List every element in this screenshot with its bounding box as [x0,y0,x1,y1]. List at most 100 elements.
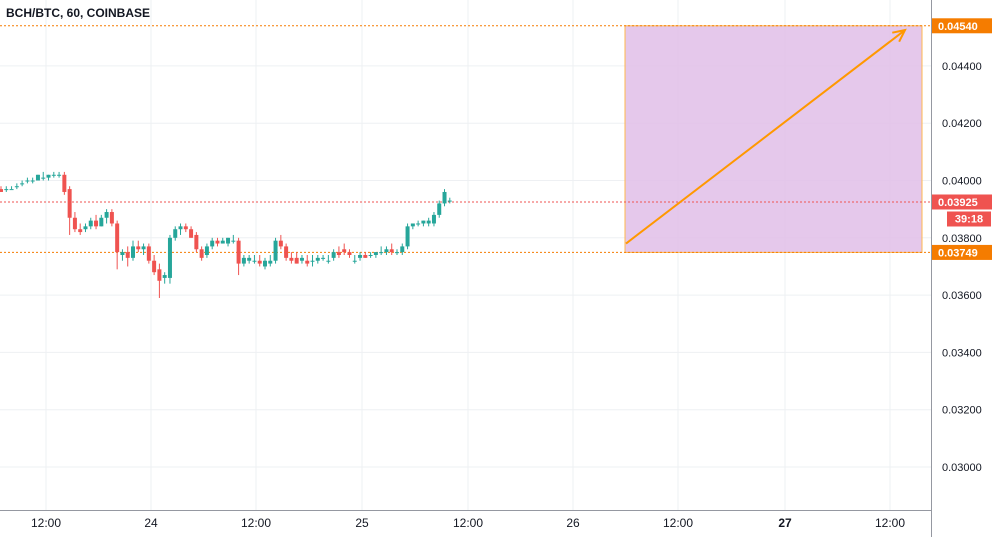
candle [25,180,30,182]
candle [379,252,384,254]
candle [20,183,25,185]
candle [41,177,46,179]
chart-title: BCH/BTC, 60, COINBASE [6,6,151,20]
candle [342,249,347,253]
candle [57,174,62,176]
candle [62,174,67,192]
x-tick-label: 12:00 [31,516,61,530]
price-tag-label: 0.04540 [938,21,978,33]
candle [210,240,215,247]
candle [141,246,146,250]
candle [204,246,209,255]
candle [104,212,109,218]
candle [0,189,3,192]
candle [352,260,357,262]
candle [67,189,72,218]
y-tick-label: 0.03000 [942,462,982,474]
candle [336,252,341,255]
price-tag [932,244,992,260]
candle [310,260,315,262]
candle [373,252,378,255]
candle [268,260,273,264]
candle [368,255,373,256]
candle [178,226,183,230]
candle [88,220,93,227]
candle [294,257,299,264]
y-tick-label: 0.04000 [942,176,982,188]
candle [273,240,278,261]
candle [421,220,426,224]
candle [241,257,246,264]
candle [4,189,9,191]
price-tag-label: 0.03925 [938,197,978,209]
candle [173,229,178,238]
candle [231,240,236,242]
candle [215,240,220,244]
projection-layer [624,25,923,253]
candle [384,249,389,253]
projection-arrow [625,29,906,245]
candles [0,171,452,298]
price-line-layer [0,25,931,253]
candle [189,229,194,238]
price-tag [932,194,992,210]
candle [410,223,415,227]
x-tick-label: 27 [778,516,792,530]
x-tick-label: 12:00 [453,516,483,530]
x-tick-label: 12:00 [875,516,905,530]
candle [442,191,447,204]
candle [30,180,35,182]
grid [0,0,931,510]
y-tick-label: 0.03400 [942,347,982,359]
countdown-label: 39:18 [955,213,983,225]
candle [136,246,141,250]
price-tag [932,18,992,34]
candle [257,260,262,264]
x-tick-label: 24 [144,516,158,530]
price-tag-label: 0.03749 [938,247,978,259]
candle [447,200,452,202]
candle [389,249,394,253]
candle [236,240,241,264]
candle [416,223,421,225]
candle [284,246,289,258]
candle [46,174,51,178]
candle [183,226,188,230]
candle [289,257,294,261]
y-tick-label: 0.03800 [942,233,982,245]
candle [331,252,336,258]
candle [162,275,167,278]
candle [358,255,363,258]
candle [152,260,157,273]
arrow-layer [625,28,907,245]
x-tick-label: 26 [566,516,580,530]
candle [400,246,405,253]
candle [315,257,320,261]
candle [83,226,88,230]
candle [35,174,40,181]
countdown-tag [947,211,991,227]
candle [94,220,99,227]
candle [326,260,331,262]
candle [437,203,442,215]
candle [278,240,283,247]
candle [347,252,352,255]
candle [9,189,14,191]
projection-box [624,25,923,253]
candle [14,186,19,188]
candle [78,229,83,233]
y-tick-label: 0.03600 [942,290,982,302]
candle [167,237,172,278]
candle [220,240,225,244]
candle [125,252,130,258]
arrow-head [892,28,907,43]
candle [199,249,204,258]
candle [431,214,436,224]
candle [194,234,199,250]
candle [146,246,151,261]
candle [115,223,120,253]
candle [321,257,326,259]
candle [426,220,431,224]
